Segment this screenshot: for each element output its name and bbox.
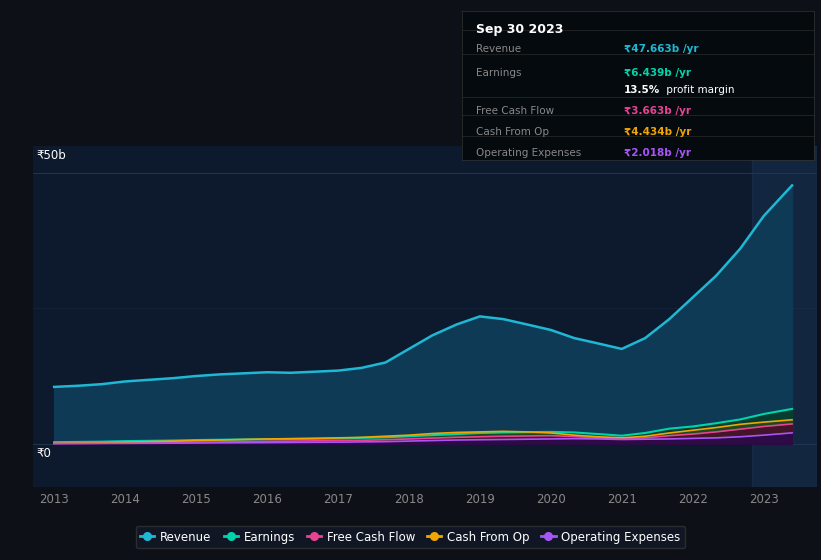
Text: ₹50b: ₹50b	[37, 150, 67, 162]
Text: Earnings: Earnings	[476, 68, 522, 78]
Text: ₹2.018b /yr: ₹2.018b /yr	[624, 148, 690, 158]
Text: ₹3.663b /yr: ₹3.663b /yr	[624, 106, 690, 116]
Text: Sep 30 2023: Sep 30 2023	[476, 23, 564, 36]
Text: Cash From Op: Cash From Op	[476, 127, 549, 137]
Text: Free Cash Flow: Free Cash Flow	[476, 106, 554, 116]
Text: Operating Expenses: Operating Expenses	[476, 148, 581, 158]
Bar	[751, 146, 817, 487]
Text: ₹6.439b /yr: ₹6.439b /yr	[624, 68, 690, 78]
Text: Revenue: Revenue	[476, 44, 521, 54]
Text: profit margin: profit margin	[663, 86, 734, 95]
Text: ₹47.663b /yr: ₹47.663b /yr	[624, 44, 699, 54]
Text: ₹4.434b /yr: ₹4.434b /yr	[624, 127, 691, 137]
Text: 13.5%: 13.5%	[624, 86, 660, 95]
Text: ₹0: ₹0	[37, 447, 52, 460]
Legend: Revenue, Earnings, Free Cash Flow, Cash From Op, Operating Expenses: Revenue, Earnings, Free Cash Flow, Cash …	[135, 526, 686, 548]
